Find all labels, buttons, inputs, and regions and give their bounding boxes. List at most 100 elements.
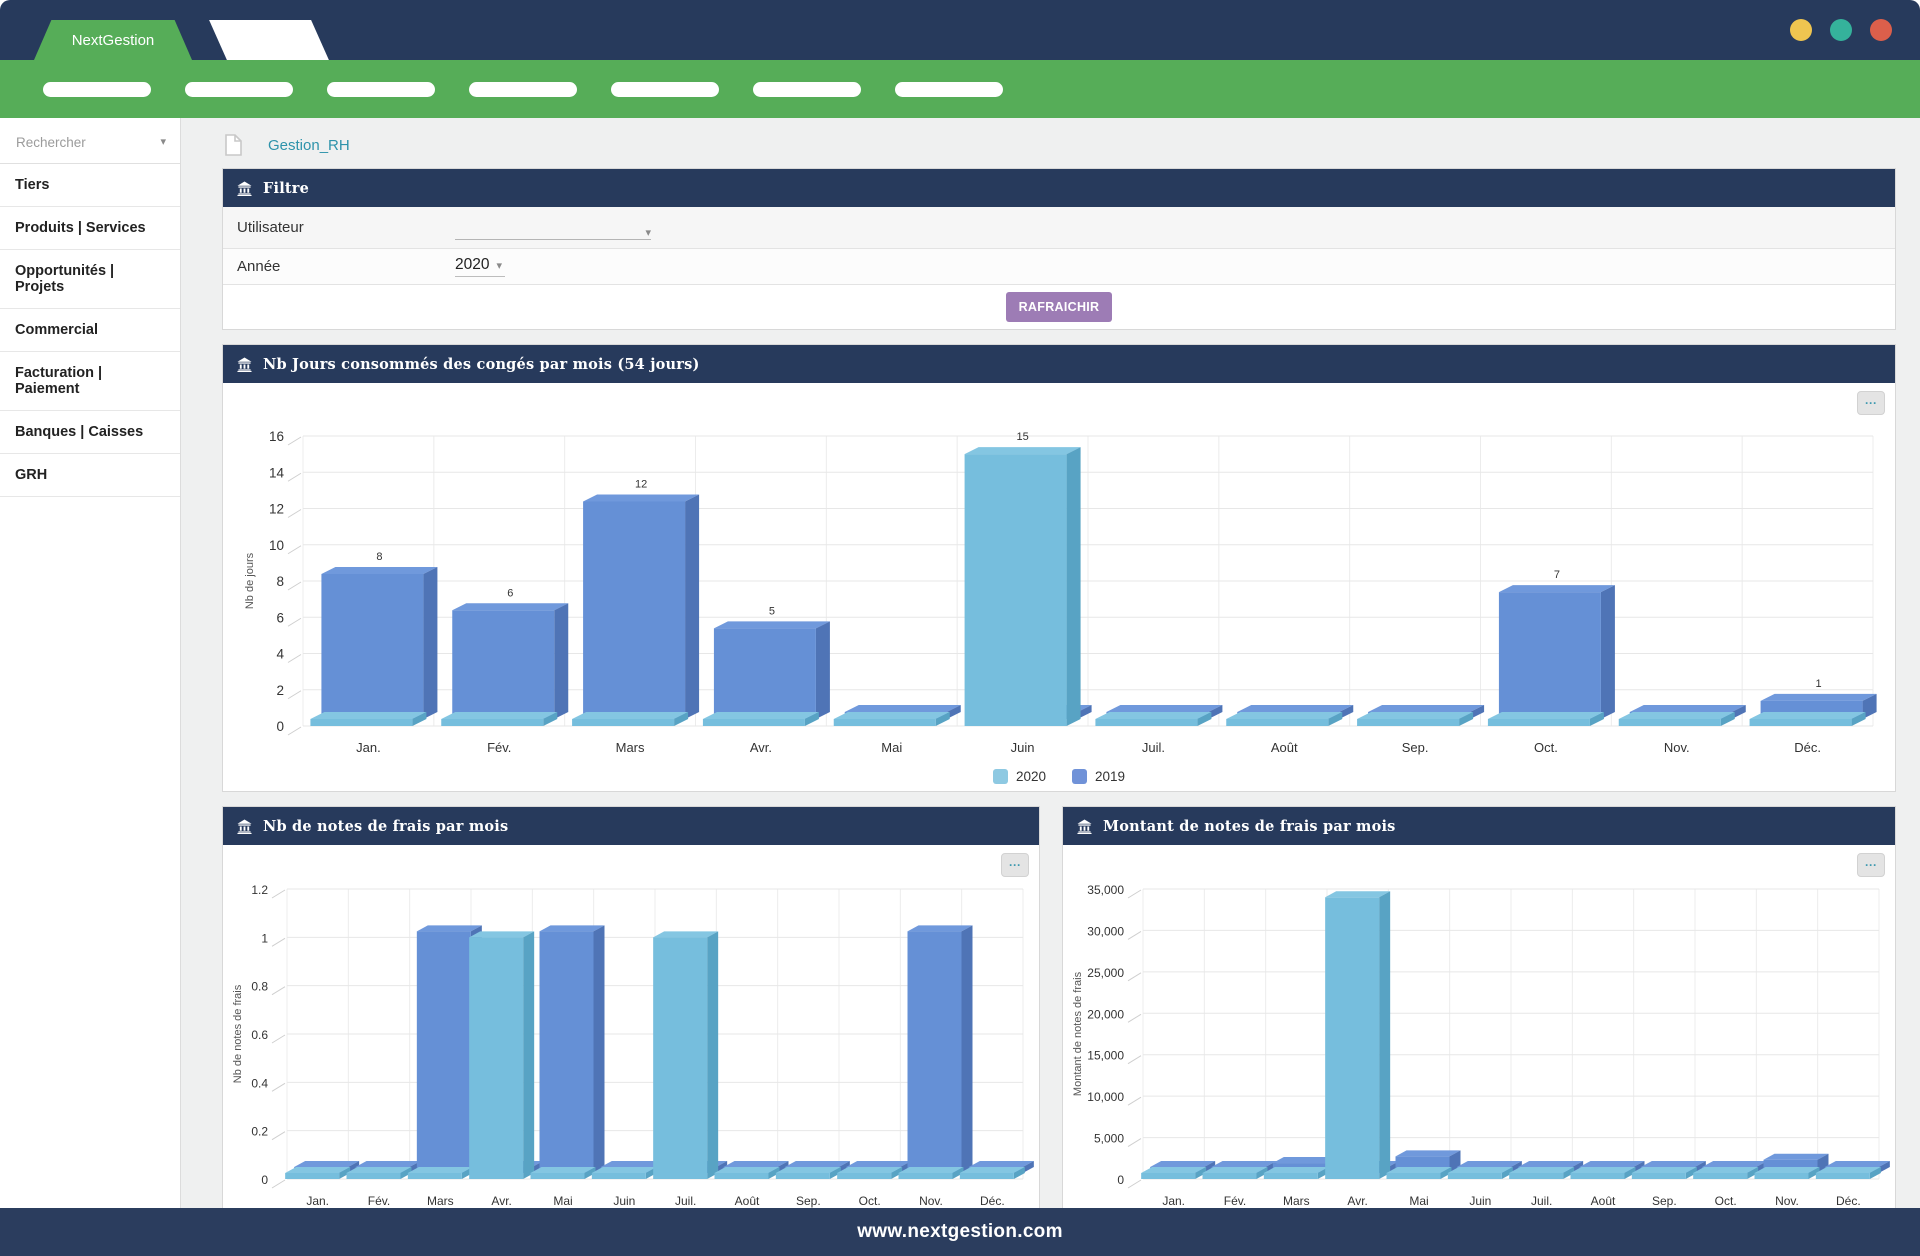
- nav-pill[interactable]: [43, 81, 151, 97]
- x-tick-label: Sep.: [1652, 1194, 1677, 1208]
- y-tick-label: 0.8: [251, 980, 268, 994]
- bar-2019-Fév: [452, 603, 569, 719]
- bar-2020-Juin: [1447, 1167, 1513, 1179]
- x-tick-label: Août: [735, 1194, 760, 1208]
- nav-pill[interactable]: [469, 81, 577, 97]
- bar-2020-Nov: [1618, 712, 1735, 726]
- bar-2020-Avr: [702, 712, 819, 726]
- window-dot-red[interactable]: [1870, 19, 1892, 41]
- y-tick-label: 0.2: [251, 1125, 268, 1139]
- chart-nb-frais-body: ··· 0 0.2 0.4 0.6 0.8 1 1.2 Nb de notes de frai…: [223, 845, 1039, 1208]
- x-tick-label: Déc.: [980, 1194, 1005, 1208]
- nav-pill[interactable]: [895, 81, 1003, 97]
- refresh-button[interactable]: RAFRAICHIR: [1005, 292, 1113, 322]
- bank-icon: [237, 180, 252, 196]
- y-tick-label: 12: [269, 502, 284, 517]
- bar-2020-Fév: [346, 1167, 412, 1179]
- bar-chart-conges: 0 2 4 6 8 10 12 14 16 Nb de jours 8 6 12 5 15 7 1 Jan. Fév…: [244, 429, 1877, 755]
- x-tick-label: Juil.: [1531, 1194, 1552, 1208]
- main-nav: [0, 60, 1920, 118]
- sidebar-item-banques-caisses[interactable]: Banques | Caisses: [0, 411, 180, 454]
- bar-2020-Juin: [964, 447, 1081, 726]
- chart-context-menu-button[interactable]: ···: [1001, 853, 1029, 877]
- y-tick-label: 1.2: [251, 883, 268, 897]
- sidebar-item-grh[interactable]: GRH: [0, 454, 180, 497]
- search-input[interactable]: [14, 134, 134, 151]
- y-tick-label: 0.4: [251, 1076, 268, 1090]
- sidebar-search[interactable]: ▾: [0, 118, 180, 164]
- bar-value-label: 1: [1816, 678, 1822, 690]
- x-tick-label: Oct.: [1715, 1194, 1737, 1208]
- y-tick-label: 35,000: [1087, 883, 1124, 897]
- brand-tab[interactable]: NextGestion: [34, 20, 192, 60]
- filter-row-year: Année 2020 ▾: [223, 249, 1895, 285]
- x-tick-label: Sep.: [1402, 740, 1429, 755]
- y-tick-label: 14: [269, 465, 285, 480]
- bar-2020-Mars: [1263, 1167, 1329, 1179]
- sidebar-item-commercial[interactable]: Commercial: [0, 309, 180, 352]
- chart-context-menu-button[interactable]: ···: [1857, 853, 1885, 877]
- bar-2019-Jan: [321, 567, 438, 719]
- chart-panel-montant-frais-header: Montant de notes de frais par mois: [1063, 807, 1895, 845]
- chart-panel-montant-frais: Montant de notes de frais par mois ··· 0…: [1062, 806, 1896, 1208]
- bar-2020-Nov: [898, 1167, 964, 1179]
- x-tick-label: Oct.: [1534, 740, 1558, 755]
- x-tick-label: Avr.: [1347, 1194, 1367, 1208]
- sidebar-item-tiers[interactable]: Tiers: [0, 164, 180, 207]
- x-tick-label: Jan.: [1162, 1194, 1185, 1208]
- bar-2020-Mai: [530, 1167, 596, 1179]
- bank-icon: [237, 356, 252, 372]
- y-tick-label: 0: [276, 719, 284, 734]
- user-select[interactable]: ▾: [455, 216, 651, 240]
- footer: www.nextgestion.com: [0, 1208, 1920, 1256]
- sidebar-item-facturation-paiement[interactable]: Facturation | Paiement: [0, 352, 180, 411]
- bar-2019-Avr: [713, 621, 830, 719]
- chart-montant-frais-body: ··· 0 5,000 10,000 15,000 20,000 25,000 30,000…: [1063, 845, 1895, 1208]
- bar-2019-Mars: [583, 494, 700, 719]
- bar-chart-montant-frais: 0 5,000 10,000 15,000 20,000 25,000 30,000 35,0…: [1072, 883, 1890, 1208]
- chart-context-menu-button[interactable]: ···: [1857, 391, 1885, 415]
- window-dot-yellow[interactable]: [1790, 19, 1812, 41]
- window-dot-teal[interactable]: [1830, 19, 1852, 41]
- decorative-tab-shape: [209, 20, 329, 60]
- legend-item-2019[interactable]: 2019: [1072, 768, 1125, 784]
- bottom-charts-row: Nb de notes de frais par mois ··· 0 0.2 0.…: [222, 806, 1896, 1208]
- bar-2020-Déc: [959, 1167, 1025, 1179]
- legend-item-2020[interactable]: 2020: [992, 768, 1046, 784]
- x-tick-label: Nov.: [1775, 1194, 1799, 1208]
- bar-2020-Déc: [1749, 712, 1866, 726]
- bar-2020-Août: [1570, 1167, 1636, 1179]
- sidebar-item-produits-services[interactable]: Produits | Services: [0, 207, 180, 250]
- y-tick-label: 25,000: [1087, 966, 1124, 980]
- x-tick-label: Nov.: [1664, 740, 1690, 755]
- footer-url: www.nextgestion.com: [857, 1221, 1063, 1242]
- chart-panel-nb-frais: Nb de notes de frais par mois ··· 0 0.2 0.…: [222, 806, 1040, 1208]
- bars: [285, 925, 1034, 1179]
- nav-pill[interactable]: [327, 81, 435, 97]
- sidebar-item-opportunit-s-projets[interactable]: Opportunités | Projets: [0, 250, 180, 309]
- legend-swatch-2020: [992, 768, 1008, 784]
- y-tick-label: 16: [269, 429, 284, 444]
- bar-value-label: 15: [1016, 431, 1028, 443]
- bar-2020-Déc: [1815, 1167, 1881, 1179]
- bar-2020-Août: [1226, 712, 1343, 726]
- page-title-link[interactable]: Gestion_RH: [268, 136, 350, 154]
- gridlines: 0 0.2 0.4 0.6 0.8 1 1.2: [251, 883, 1024, 1189]
- legend-swatch-2019: [1072, 768, 1087, 784]
- bar-2020-Juil: [1509, 1167, 1575, 1179]
- bar-value-label: 7: [1554, 569, 1560, 581]
- bars: [310, 447, 1877, 726]
- nav-pill[interactable]: [753, 81, 861, 97]
- y-tick-label: 20,000: [1087, 1007, 1124, 1021]
- bar-chart-nb-frais: 0 0.2 0.4 0.6 0.8 1 1.2 Nb de notes de frais Jan…: [232, 883, 1034, 1208]
- caret-down-icon: ▾: [160, 136, 166, 148]
- nav-pill[interactable]: [185, 81, 293, 97]
- x-tick-label: Juin: [1469, 1194, 1491, 1208]
- bar-2020-Nov: [1754, 1167, 1820, 1179]
- year-select[interactable]: 2020 ▾: [455, 256, 506, 277]
- bar-2020-Avr: [469, 931, 535, 1179]
- nav-pill[interactable]: [611, 81, 719, 97]
- bar-value-label: 6: [507, 587, 513, 599]
